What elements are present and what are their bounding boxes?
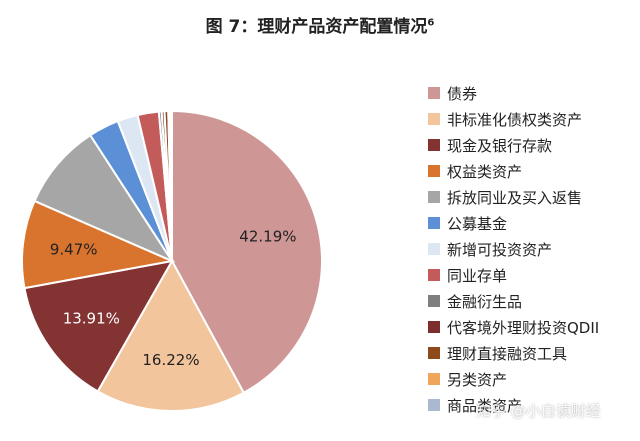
legend-swatch: [428, 347, 440, 359]
legend-item-7: 同业存单: [428, 262, 599, 288]
legend-item-3: 权益类资产: [428, 158, 599, 184]
legend-label: 理财直接融资工具: [447, 344, 568, 363]
legend-label: 非标准化债权类资产: [447, 110, 583, 129]
legend-item-2: 现金及银行存款: [428, 132, 599, 158]
legend-swatch: [428, 373, 440, 385]
legend-label: 公募基金: [447, 214, 508, 233]
data-label-1: 16.22%: [142, 351, 199, 369]
legend-swatch: [428, 139, 440, 151]
legend: 债券非标准化债权类资产 现金及银行存款 权益类资产拆放同业及买入返售 公募基金新增可投…: [428, 80, 599, 418]
legend-label: 现金及银行存款: [447, 136, 553, 155]
legend-label: 同业存单: [447, 266, 508, 285]
legend-item-10: 理财直接融资工具: [428, 340, 599, 366]
legend-label: 商品类资产: [447, 396, 523, 415]
legend-swatch: [428, 321, 440, 333]
legend-swatch: [428, 217, 440, 229]
legend-item-6: 新增可投资资产: [428, 236, 599, 262]
legend-label: 代客境外理财投资QDII: [447, 318, 600, 337]
data-label-2: 13.91%: [63, 309, 120, 327]
legend-item-12: 商品类资产: [428, 392, 599, 418]
legend-label: 拆放同业及买入返售: [447, 188, 583, 207]
chart-title: 图 7：理财产品资产配置情况6: [205, 17, 435, 37]
legend-swatch: [428, 87, 440, 99]
legend-swatch: [428, 295, 440, 307]
legend-label: 新增可投资资产: [447, 240, 553, 259]
legend-swatch: [428, 269, 440, 281]
watermark: 知乎 @小白读财经: [476, 402, 601, 420]
legend-label: 债券: [447, 84, 478, 103]
legend-swatch: [428, 113, 440, 125]
legend-swatch: [428, 243, 440, 255]
legend-item-11: 另类资产: [428, 366, 599, 392]
legend-swatch: [428, 191, 440, 203]
legend-swatch: [428, 165, 440, 177]
legend-item-9: 代客境外理财投资QDII: [428, 314, 599, 340]
legend-item-8: 金融衍生品: [428, 288, 599, 314]
pie-slice-1: [96, 258, 246, 412]
legend-label: 另类资产: [447, 370, 508, 389]
pie-slice-2: [23, 259, 174, 393]
pie-slice-0: [171, 109, 323, 395]
data-label-0: 42.19%: [239, 228, 296, 246]
legend-item-1: 非标准化债权类资产: [428, 106, 599, 132]
pie-slice-4: [33, 133, 175, 264]
legend-label: 金融衍生品: [447, 292, 523, 311]
legend-swatch: [428, 399, 440, 411]
data-label-3: 9.47%: [50, 241, 98, 259]
pie-slice-3: [21, 199, 176, 290]
legend-item-0: 债券: [428, 80, 599, 106]
legend-item-5: 公募基金: [428, 210, 599, 236]
pie-slice-12: [169, 109, 173, 262]
legend-item-4: 拆放同业及买入返售: [428, 184, 599, 210]
legend-label: 权益类资产: [447, 162, 523, 181]
